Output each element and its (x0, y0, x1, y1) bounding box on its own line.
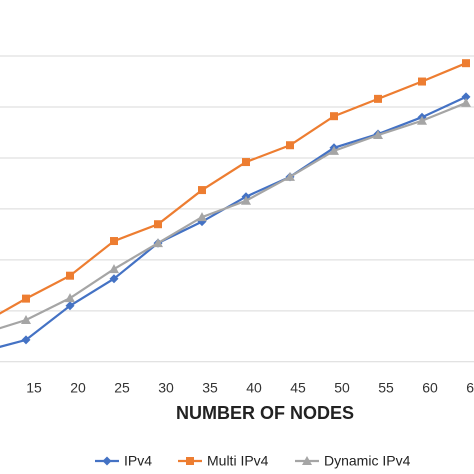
x-axis-title: NUMBER OF NODES (176, 403, 354, 423)
x-tick-label: 40 (246, 380, 262, 396)
data-point (241, 195, 251, 205)
x-tick-label: 45 (290, 380, 306, 396)
legend-label: Multi IPv4 (207, 453, 269, 469)
legend-marker (302, 456, 312, 465)
legend-marker (102, 456, 112, 466)
data-point (462, 59, 470, 68)
x-tick-label: 25 (114, 380, 130, 396)
data-point (417, 115, 427, 125)
x-tick-label: 60 (422, 380, 438, 396)
data-point (65, 293, 75, 303)
data-point (154, 220, 162, 229)
data-point (65, 301, 75, 311)
data-point (153, 238, 163, 248)
x-tick-label: 35 (202, 380, 218, 396)
series-line (0, 95, 467, 348)
data-point (373, 130, 383, 140)
data-point (66, 271, 74, 280)
data-point (110, 237, 118, 246)
data-point (329, 145, 339, 155)
data-point (22, 294, 30, 303)
data-point (330, 112, 338, 121)
data-point (461, 92, 471, 102)
data-point (286, 141, 294, 150)
x-tick-label: 15 (26, 380, 42, 396)
data-point (21, 315, 31, 325)
legend-label: IPv4 (124, 453, 152, 469)
legend-marker (186, 457, 194, 465)
data-point (21, 335, 31, 345)
data-point (461, 97, 471, 107)
x-tick-label: 50 (334, 380, 350, 396)
legend-label: Dynamic IPv4 (324, 453, 411, 469)
data-point (418, 77, 426, 86)
data-point (198, 186, 206, 195)
x-tick-label: 55 (378, 380, 394, 396)
x-tick-label: 65 (466, 380, 474, 396)
series-line (0, 101, 467, 330)
x-tick-label: 30 (158, 380, 174, 396)
x-tick-label: 20 (70, 380, 86, 396)
data-point (285, 171, 295, 181)
data-point (242, 158, 250, 167)
series-line (0, 62, 467, 315)
data-point (109, 264, 119, 274)
data-point (374, 94, 382, 103)
data-point (109, 274, 119, 284)
data-point (197, 212, 207, 222)
